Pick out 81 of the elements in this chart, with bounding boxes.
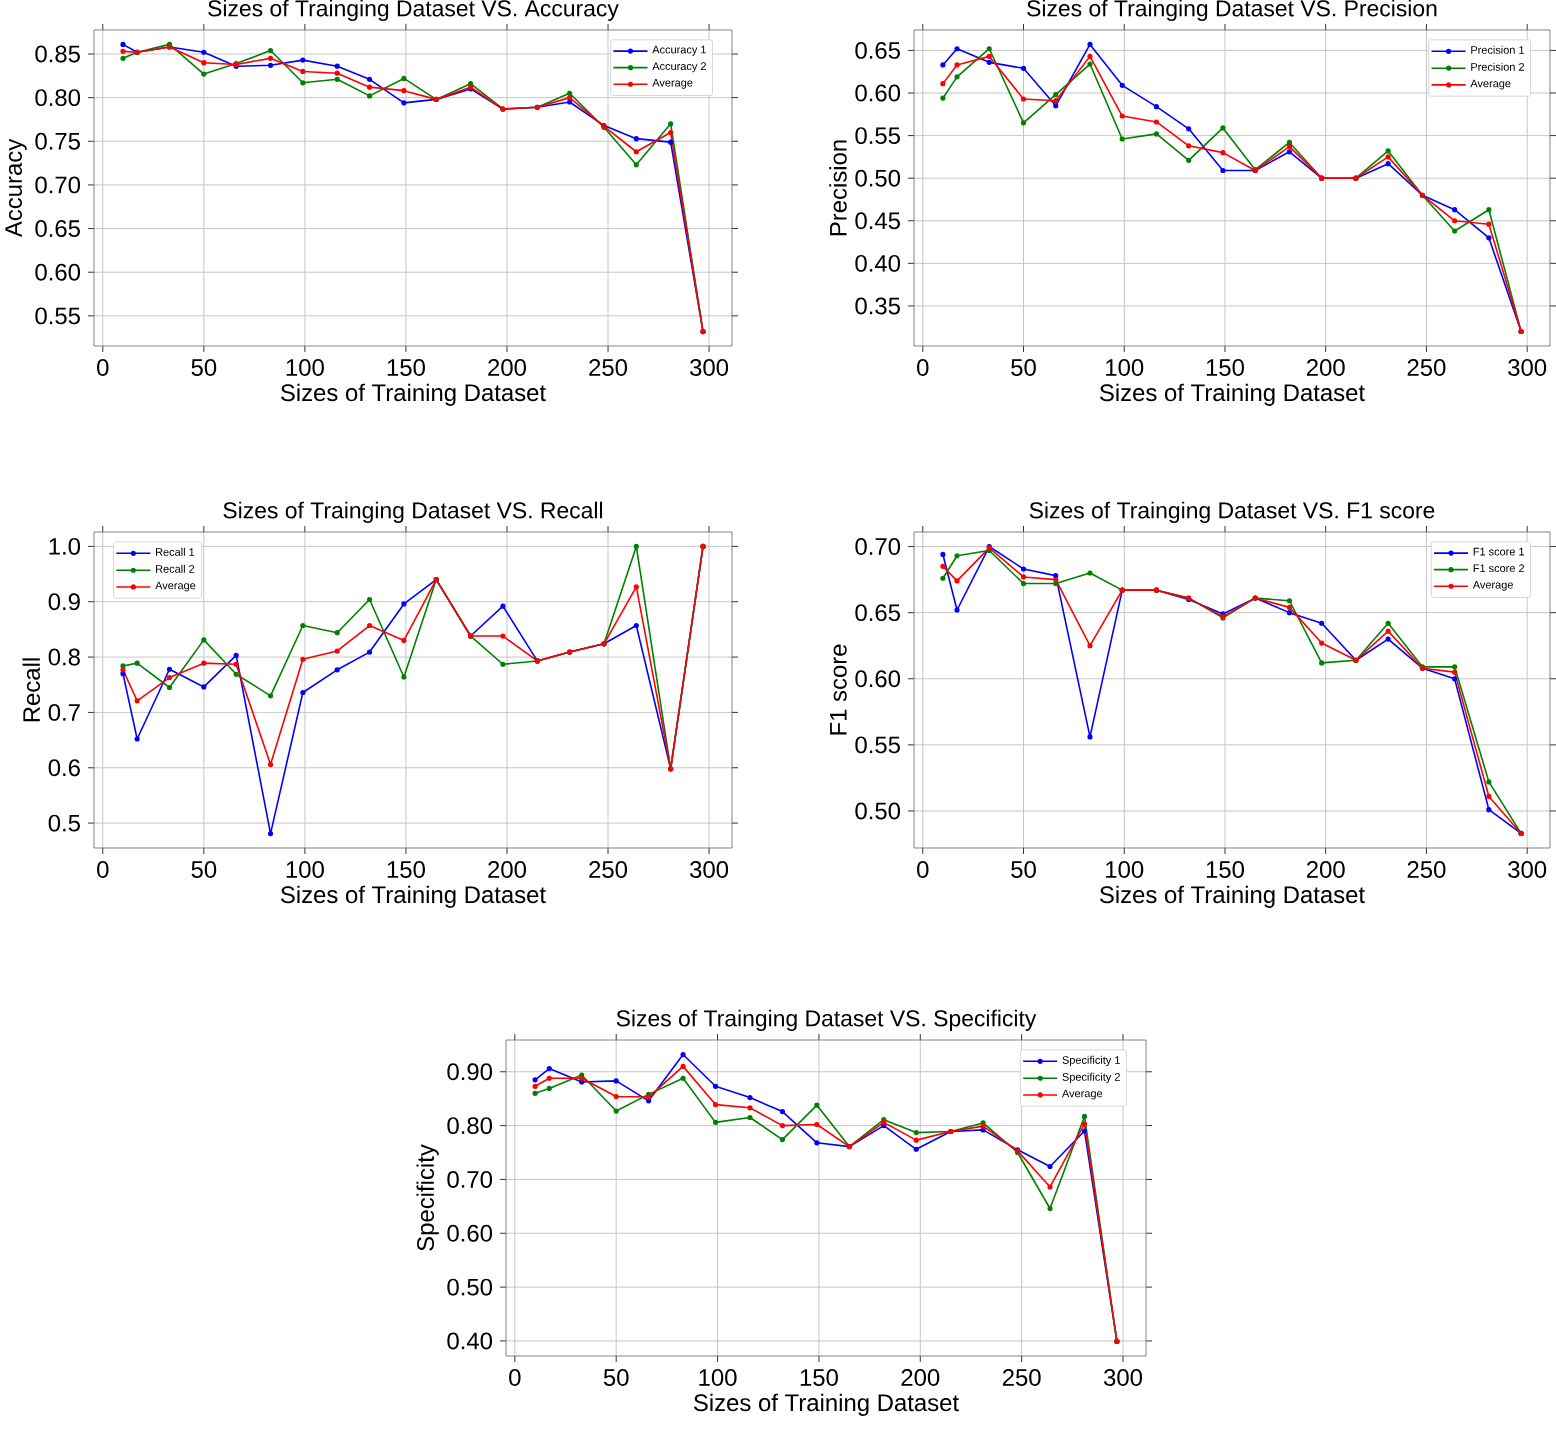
y-tick-label: 0.50: [447, 1278, 493, 1296]
y-tick-label: 0.45: [855, 212, 900, 230]
x-tick-label: 150: [800, 1369, 838, 1386]
y-tick-label: 0.80: [35, 89, 81, 107]
y-tick-label: 0.40: [855, 254, 901, 272]
y-tick-label: 0.6: [48, 759, 80, 777]
y-tick-label: 0.7: [48, 703, 80, 721]
x-tick-label: 250: [1407, 861, 1446, 878]
x-tick-label: 250: [589, 861, 628, 878]
y-tick-label: 0.55: [855, 127, 900, 145]
x-axis-title: Sizes of Training Dataset: [280, 885, 546, 908]
y-tick-label: 0.35: [855, 297, 900, 315]
x-tick-label: 50: [1011, 861, 1036, 878]
x-tick-label: 100: [1106, 861, 1144, 878]
x-axis-title: Sizes of Training Dataset: [280, 383, 546, 406]
x-tick-label: 150: [1206, 359, 1244, 376]
y-tick-label: 0.90: [447, 1063, 493, 1081]
y-tick-label: 0.8: [48, 648, 80, 666]
x-tick-label: 300: [690, 861, 729, 878]
y-tick-label: 0.65: [855, 604, 900, 622]
y-tick-label: 0.85: [35, 45, 80, 63]
x-tick-label: 300: [1508, 861, 1547, 878]
y-tick-label: 0.60: [35, 263, 81, 281]
y-tick-label: 0.80: [447, 1117, 493, 1135]
x-tick-label: 0: [97, 861, 109, 878]
chart-title: Sizes of Trainging Dataset VS. Specificity: [616, 1009, 1037, 1031]
x-tick-label: 300: [1508, 359, 1547, 376]
x-tick-label: 200: [1306, 861, 1345, 878]
x-axis-title: Sizes of Training Dataset: [1099, 885, 1365, 908]
chart-title: Sizes of Trainging Dataset VS. Precision: [1027, 0, 1437, 21]
y-tick-label: 0.55: [855, 736, 900, 754]
x-tick-label: 100: [286, 359, 324, 376]
x-tick-label: 250: [1407, 359, 1446, 376]
y-axis-title: F1 score: [830, 644, 847, 735]
x-tick-label: 100: [286, 861, 324, 878]
y-tick-label: 0.70: [35, 176, 81, 194]
x-tick-label: 50: [1011, 359, 1036, 376]
y-tick-label: 0.75: [35, 132, 80, 150]
x-tick-label: 100: [699, 1369, 737, 1386]
y-tick-label: 0.70: [855, 538, 901, 555]
y-tick-label: 1.0: [49, 537, 81, 555]
chart-title: Sizes of Trainging Dataset VS. Recall: [223, 501, 603, 523]
x-tick-label: 150: [387, 861, 425, 878]
x-tick-label: 200: [488, 861, 526, 878]
x-tick-label: 200: [1306, 359, 1345, 376]
y-axis-title: Specificity: [416, 1144, 439, 1251]
x-tick-label: 0: [97, 359, 109, 376]
x-tick-label: 250: [589, 359, 628, 376]
y-tick-label: 0.50: [855, 802, 901, 820]
y-tick-label: 0.65: [855, 41, 900, 59]
y-tick-label: 0.60: [855, 670, 901, 688]
x-tick-label: 300: [690, 359, 729, 376]
y-tick-label: 0.50: [855, 169, 901, 187]
x-tick-label: 150: [1206, 861, 1244, 878]
x-tick-label: 150: [387, 359, 425, 376]
y-axis-title: Precision: [829, 140, 847, 236]
x-tick-label: 200: [901, 1369, 940, 1386]
x-tick-label: 250: [1002, 1369, 1041, 1386]
y-axis-title: Accuracy: [5, 138, 27, 238]
x-tick-label: 0: [509, 1369, 521, 1386]
x-tick-label: 0: [917, 359, 929, 376]
y-tick-label: 0.60: [447, 1224, 493, 1242]
x-tick-label: 50: [191, 861, 217, 878]
x-tick-label: 50: [191, 359, 217, 376]
y-tick-label: 0.55: [35, 307, 80, 325]
chart-title: Sizes of Trainging Dataset VS. Accuracy: [208, 0, 619, 21]
y-tick-label: 0.65: [35, 220, 80, 238]
chart-title: Sizes of Trainging Dataset VS. F1 score: [1029, 501, 1435, 523]
x-tick-label: 50: [603, 1369, 629, 1386]
x-tick-label: 0: [917, 861, 929, 878]
x-axis-title: Sizes of Training Dataset: [693, 1393, 959, 1416]
y-tick-label: 0.40: [447, 1332, 493, 1350]
y-tick-label: 0.70: [447, 1170, 493, 1188]
y-axis-title: Recall: [22, 658, 41, 722]
x-tick-label: 300: [1103, 1369, 1143, 1386]
y-tick-label: 0.60: [855, 84, 901, 102]
y-tick-label: 0.9: [48, 593, 80, 611]
x-tick-label: 100: [1106, 359, 1144, 376]
x-tick-label: 200: [488, 359, 526, 376]
y-tick-label: 0.5: [48, 814, 80, 832]
x-axis-title: Sizes of Training Dataset: [1099, 383, 1365, 406]
